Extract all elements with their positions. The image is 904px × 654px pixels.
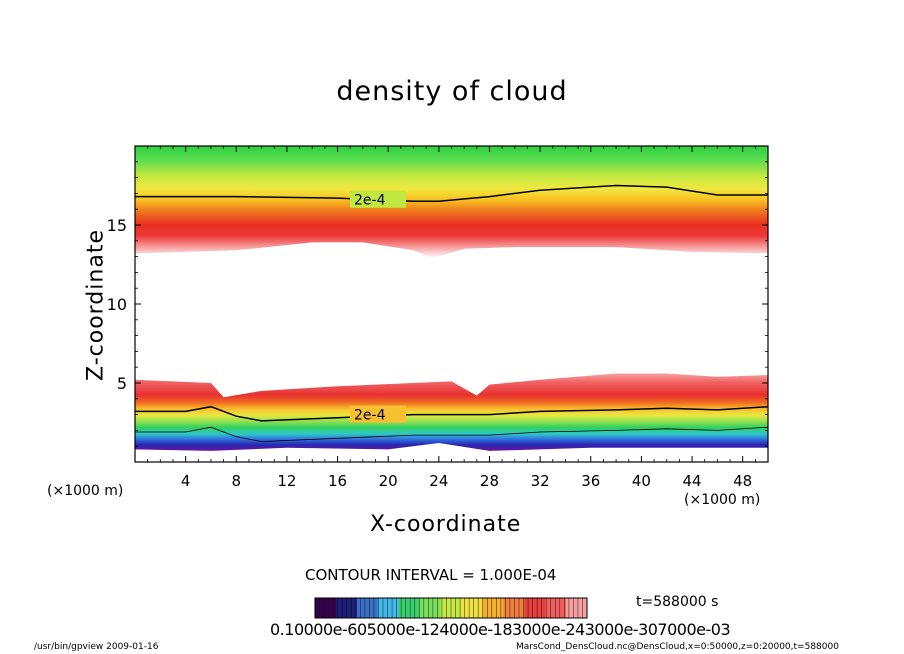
colorbar-swatch xyxy=(398,598,421,618)
x-unit-label-left: (×1000 m) xyxy=(47,483,124,499)
colorbar-swatch xyxy=(545,598,567,618)
contour-label: 2e-4 xyxy=(354,408,386,424)
x-tick-label: 8 xyxy=(232,472,242,490)
upper-cloud-layer xyxy=(135,146,768,259)
contour-label-bg xyxy=(350,190,407,208)
y-tick-label: 15 xyxy=(107,216,127,235)
chart-title: density of cloud xyxy=(336,76,568,107)
contour-label-bg xyxy=(350,405,407,423)
contour-line-lower xyxy=(135,405,768,422)
y-tick-label: 10 xyxy=(107,295,127,314)
x-tick-label: 20 xyxy=(379,472,398,490)
x-tick-label: 48 xyxy=(733,472,752,490)
colorbar-swatch xyxy=(566,598,588,618)
colorbar-tick-labels: 0.10000e-605000e-124000e-183000e-243000e… xyxy=(270,620,731,639)
colorbar-frame xyxy=(314,597,588,619)
x-tick-label: 4 xyxy=(181,472,191,490)
y-tick-label: 5 xyxy=(117,374,127,393)
colorbar-swatch xyxy=(377,598,400,618)
colorbar-swatch xyxy=(315,598,337,618)
colorbar-swatch xyxy=(356,598,379,618)
contour-line-lower-thin xyxy=(135,426,768,442)
x-tick-label: 32 xyxy=(531,472,550,490)
lower-cloud-layer xyxy=(135,373,768,451)
contour-label: 2e-4 xyxy=(354,193,386,209)
colorbar-swatch xyxy=(503,598,525,618)
x-tick-label: 16 xyxy=(328,472,347,490)
x-tick-label: 24 xyxy=(429,472,448,490)
x-tick-label: 40 xyxy=(632,472,651,490)
footer-program-date: /usr/bin/gpview 2009-01-16 xyxy=(34,642,159,652)
x-tick-label: 12 xyxy=(277,472,296,490)
x-tick-label: 28 xyxy=(480,472,499,490)
contour-line-upper xyxy=(135,184,768,203)
colorbar-swatch xyxy=(482,598,504,618)
x-tick-label: 44 xyxy=(682,472,701,490)
colorbar-swatch xyxy=(524,598,546,618)
y-axis-label: Z-coordinate xyxy=(83,229,109,381)
contour-interval-label: CONTOUR INTERVAL = 1.000E-04 xyxy=(305,566,557,584)
footer-source: MarsCond_DensCloud.nc@DensCloud,x=0:5000… xyxy=(516,642,839,652)
x-tick-label: 36 xyxy=(581,472,600,490)
colorbar-swatch xyxy=(419,598,442,618)
x-unit-label-right: (×1000 m) xyxy=(684,492,761,508)
time-label: t=588000 s xyxy=(636,594,719,610)
colorbar-swatch xyxy=(461,598,483,618)
x-axis-label: X-coordinate xyxy=(370,512,522,537)
